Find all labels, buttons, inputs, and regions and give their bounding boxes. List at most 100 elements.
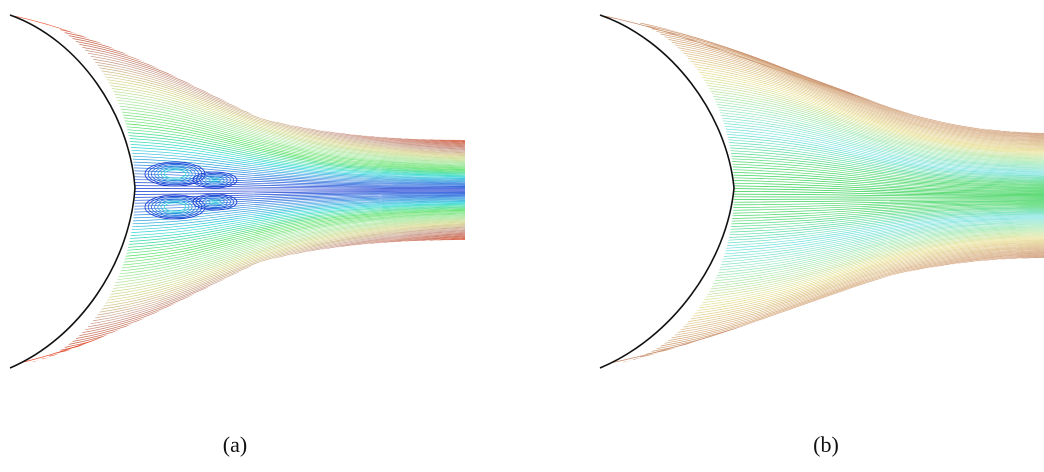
streamline [727,213,1044,244]
streamline [82,47,465,148]
streamline [723,218,1044,257]
streamline [105,223,465,304]
streamline-field-b [600,15,1044,366]
streamline [724,125,1044,173]
streamline [640,255,1044,358]
streamline [131,201,465,231]
streamline [680,49,1044,145]
streamline [716,104,1044,165]
streamline [730,209,1044,230]
streamline [698,237,1044,309]
streamline [124,120,465,170]
streamline [677,47,1044,144]
streamline [715,226,1044,279]
streamline [733,180,1044,192]
streamline [122,114,465,169]
streamline [733,196,1044,198]
streamline [129,138,465,176]
streamline [117,99,465,164]
streamline [727,136,1044,177]
vortex-loop [195,172,235,188]
vortex-loop [202,197,228,207]
vortex-loop [157,199,193,215]
streamline [131,147,465,178]
streamline [120,108,465,167]
streamline [705,233,1044,298]
streamline [656,30,1044,138]
streamline [121,111,465,168]
vortex-loop [192,193,238,211]
streamline [688,58,1044,148]
streamline [723,123,1044,172]
streamline [723,219,1044,260]
streamline [728,212,1044,238]
streamline [134,173,465,186]
streamline [113,218,465,289]
streamline [733,188,1044,195]
streamline [700,74,1044,154]
streamline [727,214,1044,246]
streamline [683,244,1044,328]
streamline [32,17,465,140]
streamline [134,192,465,201]
streamline [733,177,1044,191]
streamline [716,225,1044,276]
streamline [680,245,1044,331]
streamline [128,135,465,175]
streamline [732,203,1044,214]
streamline [710,90,1044,160]
streamline [123,211,465,263]
streamline [728,213,1044,241]
streamline [113,91,465,162]
streamline [128,205,465,245]
streamline [707,232,1044,295]
streamline [730,208,1044,227]
vortex-loop [163,169,187,179]
streamline [733,169,1044,188]
streamline [134,193,465,204]
vortex-loop [192,171,238,189]
streamline [32,240,465,363]
streamline [99,67,465,155]
streamline [733,182,1044,193]
streamline [42,239,465,360]
streamline [115,97,465,163]
streamline [704,234,1044,301]
streamline [690,60,1044,149]
streamline [117,216,465,281]
streamline [720,222,1044,268]
streamline [128,132,465,174]
streamline [723,120,1044,171]
streamline [97,226,465,316]
vortex-loop [208,200,222,204]
streamline [123,117,465,169]
streamline [130,144,465,177]
streamline [134,190,465,195]
streamline [134,188,465,190]
streamline [721,115,1044,169]
streamline [688,242,1044,322]
streamline [726,215,1044,249]
streamline [708,231,1044,293]
vortex-loop [195,194,235,210]
streamline [110,85,465,160]
streamline [719,223,1044,271]
streamline [122,211,465,266]
streamline [10,241,465,366]
panel-a-streamlines [9,14,465,369]
streamline [126,208,465,254]
streamline [114,218,465,286]
panel-b-streamlines [599,14,1044,369]
streamline [668,249,1044,341]
streamline [732,205,1044,219]
streamline [55,238,465,354]
streamline [694,239,1044,314]
streamline [732,204,1044,217]
streamline [42,20,465,141]
vortex-loop [202,175,228,185]
streamline [732,166,1044,187]
streamline [733,174,1044,190]
streamline [733,201,1044,208]
streamline [713,228,1044,284]
streamline [718,106,1044,166]
